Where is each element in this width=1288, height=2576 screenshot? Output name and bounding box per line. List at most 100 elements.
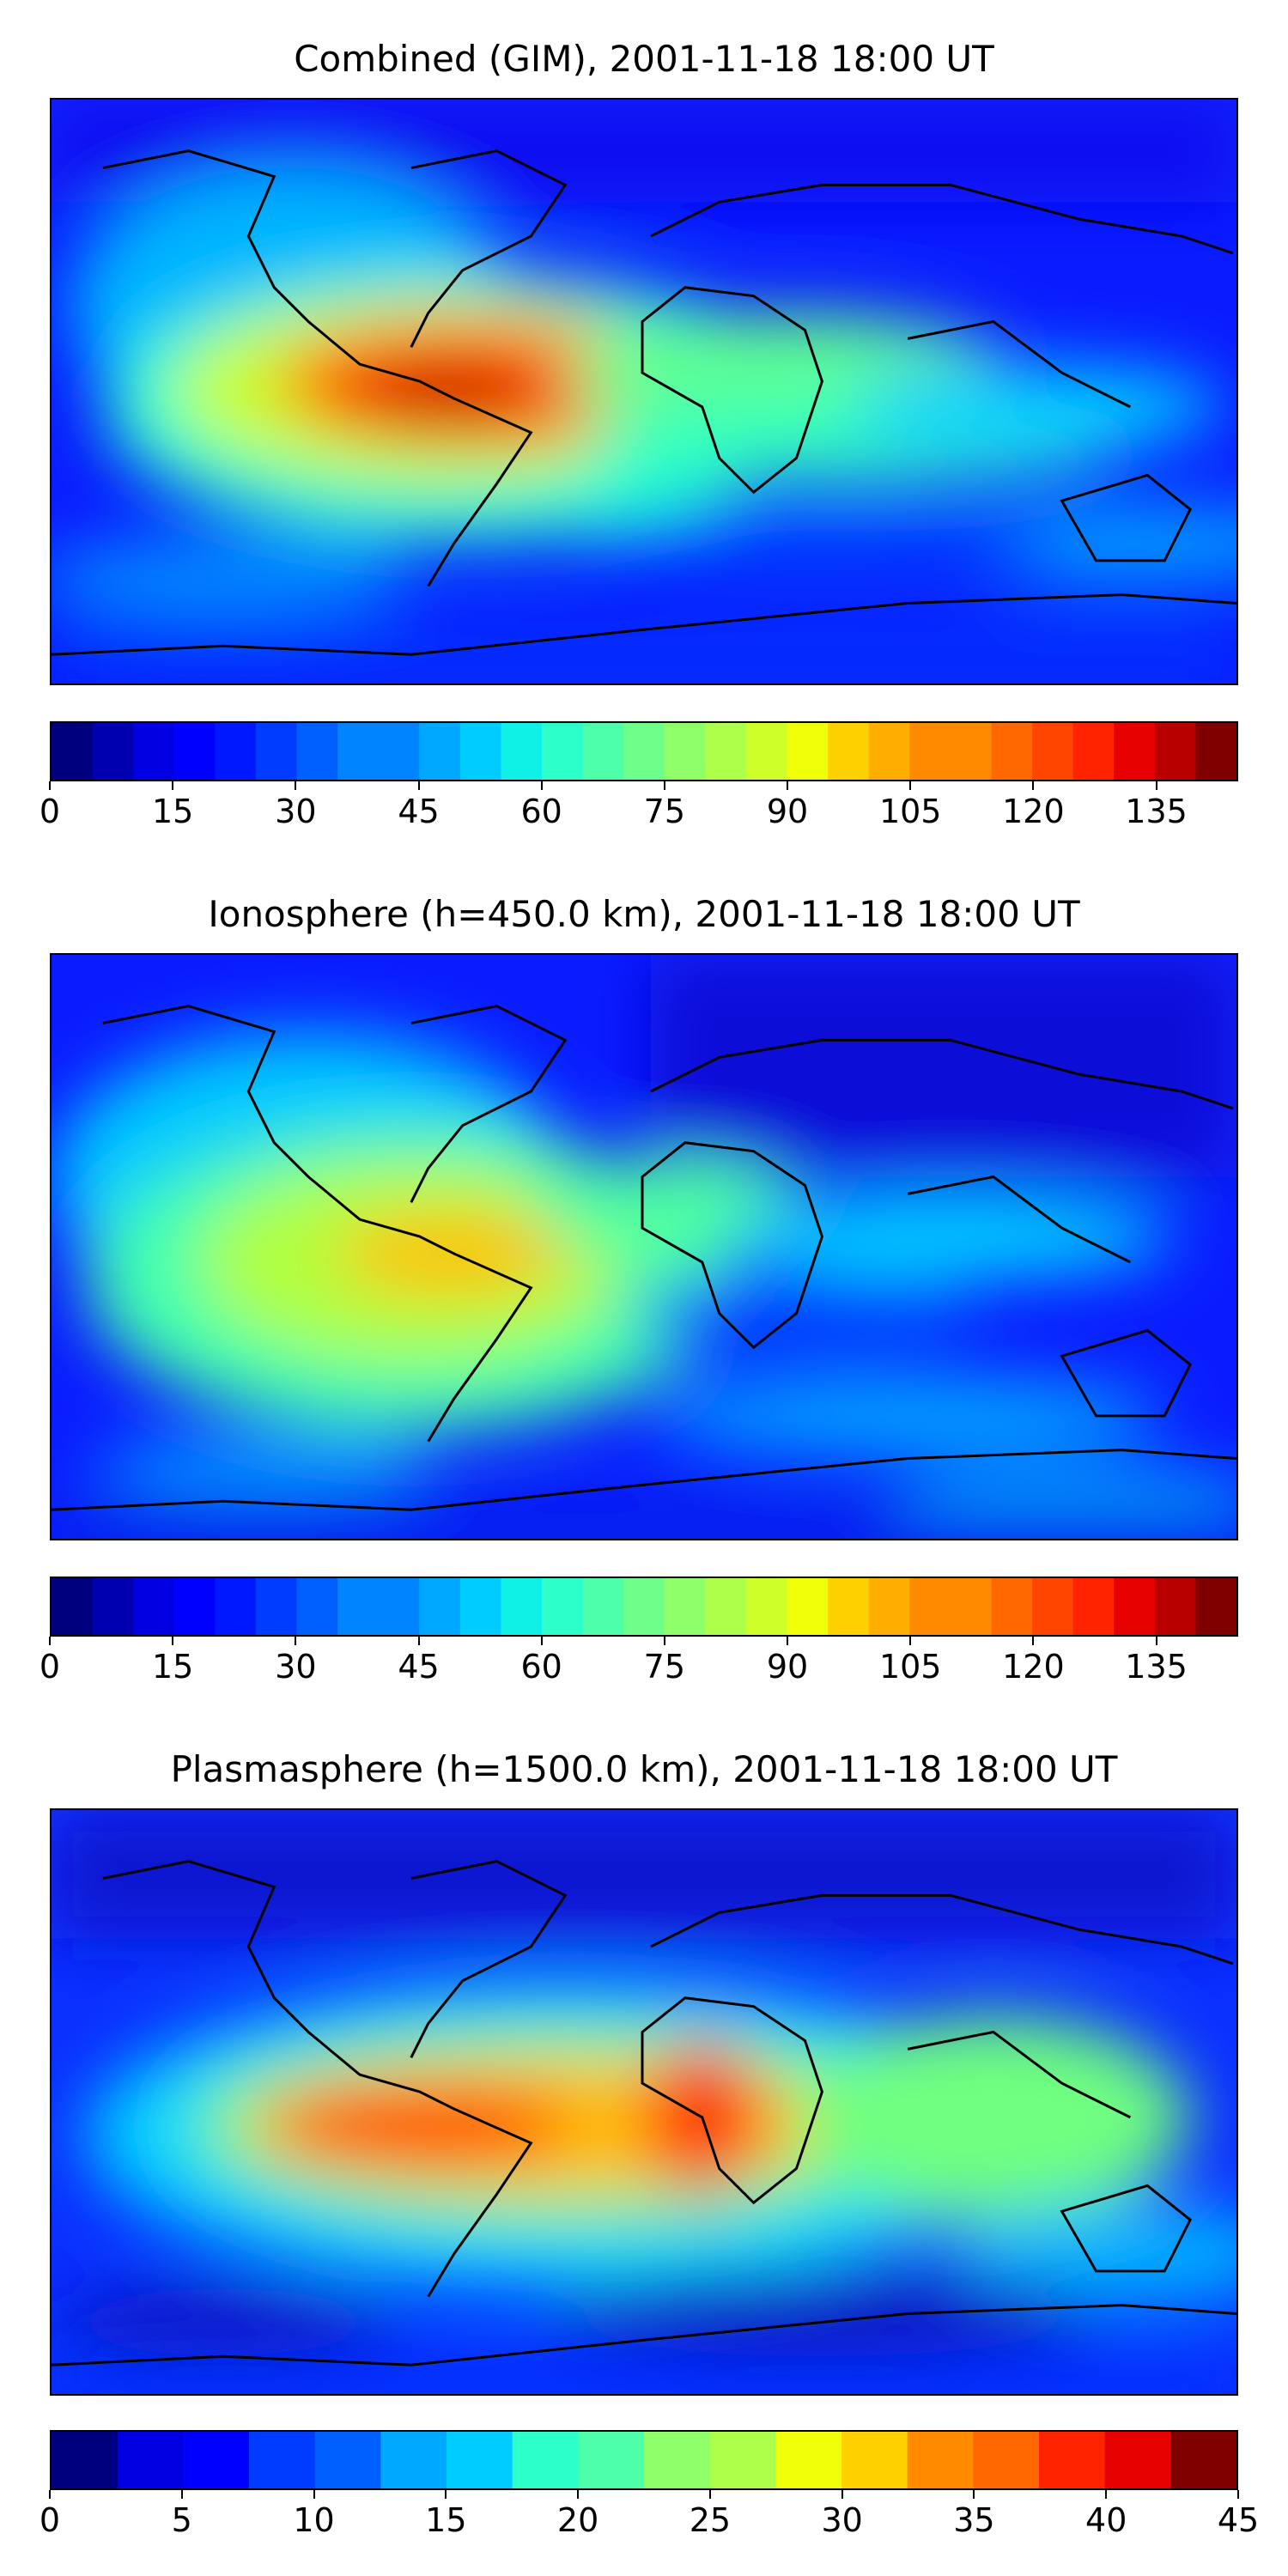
tick-label: 60: [520, 793, 562, 830]
colorbar-bin: [841, 2432, 908, 2488]
colorbar-bin: [1154, 723, 1197, 780]
tick-label: 45: [1217, 2501, 1260, 2539]
colorbar-bin: [133, 1578, 175, 1635]
colorbar-bin: [828, 1578, 870, 1635]
tick-label: 120: [1002, 1648, 1065, 1686]
colorbar-bin: [173, 723, 216, 780]
colorbar-bin: [973, 2432, 1040, 2488]
tick-label: 60: [520, 1648, 562, 1686]
colorbar-bin: [787, 723, 829, 780]
colorbar-bin: [705, 723, 747, 780]
tick-mark: [417, 781, 420, 790]
tick-mark: [1155, 1637, 1157, 1645]
colorbar-bin: [501, 1578, 544, 1635]
map-field: [52, 955, 1236, 1539]
tick-mark: [49, 2490, 51, 2499]
colorbar-bin: [183, 2432, 251, 2488]
tick-label: 105: [878, 793, 942, 830]
colorbar-bin: [1032, 1578, 1074, 1635]
colorbar-bin: [623, 1578, 665, 1635]
colorbar-bin: [787, 1578, 829, 1635]
tick-mark: [1032, 781, 1035, 790]
colorbar-bin: [1114, 723, 1156, 780]
tec-map-plasmasphere: [50, 1808, 1238, 2396]
tick-mark: [1237, 2490, 1239, 2499]
tick-label: 35: [953, 2501, 995, 2539]
tick-label: 15: [151, 793, 194, 830]
colorbar-bin: [337, 1578, 380, 1635]
colorbar-bin: [582, 723, 625, 780]
colorbar-bin: [419, 1578, 461, 1635]
tick-mark: [841, 2490, 843, 2499]
panel-title: Ionosphere (h=450.0 km), 2001-11-18 18:0…: [208, 893, 1080, 935]
colorbar-bin: [255, 723, 298, 780]
tick-label: 120: [1002, 793, 1065, 830]
colorbar-bin: [446, 2432, 513, 2488]
colorbar-bin: [907, 2432, 975, 2488]
tick-label: 20: [556, 2501, 599, 2539]
colorbar-bin: [950, 723, 993, 780]
coastlines: [52, 149, 1236, 656]
tick-mark: [49, 781, 51, 790]
tec-map-combined: [50, 98, 1238, 685]
tick-label: 15: [425, 2501, 467, 2539]
tick-label: 45: [398, 793, 440, 830]
panel-title: Combined (GIM), 2001-11-18 18:00 UT: [294, 38, 994, 80]
colorbar-bin: [709, 2432, 777, 2488]
colorbar-bin: [582, 1578, 625, 1635]
colorbar-bin: [909, 1578, 951, 1635]
colorbar-bin: [215, 723, 257, 780]
tick-label: 40: [1085, 2501, 1127, 2539]
colorbar-bin: [1032, 723, 1074, 780]
tick-mark: [540, 781, 543, 790]
colorbar-bin: [1104, 2432, 1172, 2488]
tick-mark: [787, 1637, 789, 1645]
colorbar-bin: [52, 2432, 118, 2488]
colorbar-bin: [542, 1578, 584, 1635]
colorbar-bin: [1195, 723, 1236, 780]
tec-map-ionosphere: [50, 953, 1238, 1540]
colorbar-bin: [296, 723, 339, 780]
colorbar-bin: [52, 1578, 94, 1635]
colorbar-ticks: 0 5 10 15 20 25 30 35 40 45: [39, 2490, 1259, 2542]
tick-mark: [417, 1637, 420, 1645]
colorbar-bin: [459, 723, 502, 780]
colorbar-bin: [909, 723, 951, 780]
colorbar-bin: [745, 723, 788, 780]
tick-mark: [540, 1637, 543, 1645]
tick-label: 25: [689, 2501, 732, 2539]
colorbar-bin: [1170, 2432, 1236, 2488]
colorbar-ticks: 0 15 30 45 60 75 90 105 120 135: [39, 781, 1238, 833]
colorbar-combined: [50, 721, 1238, 781]
colorbar-bin: [745, 1578, 788, 1635]
colorbar-bin: [117, 2432, 185, 2488]
colorbar-bin: [92, 1578, 135, 1635]
colorbar-bin: [623, 723, 665, 780]
tick-mark: [787, 781, 789, 790]
colorbar-bin: [828, 723, 870, 780]
tick-mark: [909, 1637, 912, 1645]
tick-label: 90: [766, 1648, 809, 1686]
map-field: [52, 100, 1236, 683]
colorbar-bin: [215, 1578, 257, 1635]
colorbar-bin: [868, 723, 911, 780]
tick-label: 0: [39, 793, 61, 830]
tick-label: 5: [171, 2501, 192, 2539]
tick-label: 75: [643, 1648, 686, 1686]
tick-mark: [708, 2490, 711, 2499]
tick-mark: [1105, 2490, 1108, 2499]
tick-label: 10: [293, 2501, 335, 2539]
tick-mark: [909, 781, 912, 790]
colorbar-swatches: [52, 2432, 1236, 2488]
colorbar-bin: [868, 1578, 911, 1635]
colorbar-bin: [92, 723, 135, 780]
colorbar-bin: [1038, 2432, 1106, 2488]
tick-label: 30: [275, 793, 317, 830]
tick-mark: [973, 2490, 975, 2499]
tick-mark: [663, 1637, 665, 1645]
panel-title: Plasmasphere (h=1500.0 km), 2001-11-18 1…: [170, 1748, 1118, 1790]
tick-label: 90: [766, 793, 809, 830]
tick-mark: [172, 781, 174, 790]
colorbar-bin: [775, 2432, 843, 2488]
tick-label: 135: [1125, 1648, 1188, 1686]
